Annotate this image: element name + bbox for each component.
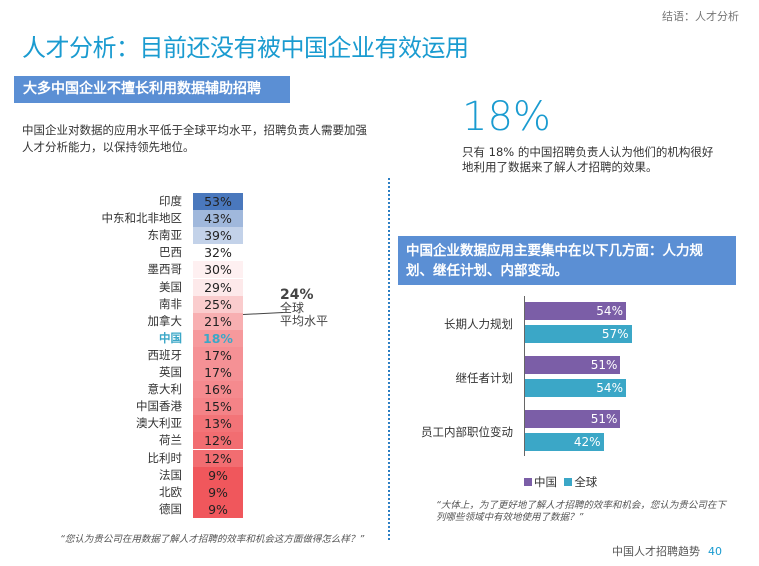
heatmap-label: 澳大利亚 xyxy=(136,416,182,431)
heatmap-cell: 17% xyxy=(193,346,243,364)
bar-china: 54% xyxy=(525,302,626,320)
heatmap-row: 西班牙 17% xyxy=(0,346,250,364)
footer: 中国人才招聘趋势 40 xyxy=(612,543,722,559)
heatmap-row: 荷兰 12% xyxy=(0,432,250,450)
page-title: 人才分析：目前还没有被中国企业有效运用 xyxy=(22,34,469,62)
heatmap-label: 中国 xyxy=(159,330,182,345)
heatmap-row: 德国 9% xyxy=(0,500,250,518)
section-heading-left: 大多中国企业不擅长利用数据辅助招聘 xyxy=(14,76,290,103)
heatmap-cell: 12% xyxy=(193,432,243,450)
big-stat: 18% xyxy=(462,94,551,140)
heatmap-label: 美国 xyxy=(159,279,182,294)
heatmap-label: 中国香港 xyxy=(136,399,182,414)
bar-category-label: 继任者计划 xyxy=(455,371,514,385)
heatmap-label: 北欧 xyxy=(159,484,182,499)
footer-text: 中国人才招聘趋势 xyxy=(612,545,700,558)
heatmap-cell: 25% xyxy=(193,295,243,313)
average-label-2: 平均水平 xyxy=(280,314,329,328)
breadcrumb: 结语：人才分析 xyxy=(662,10,739,23)
bar-category-label: 员工内部职位变动 xyxy=(421,425,513,439)
heatmap-row: 法国 9% xyxy=(0,466,250,484)
heatmap-row: 北欧 9% xyxy=(0,483,250,501)
survey-question-left: “您认为贵公司在用数据了解人才招聘的效率和机会这方面做得怎么样？” xyxy=(60,534,365,545)
heatmap-label: 巴西 xyxy=(159,245,182,260)
heatmap-row: 美国 29% xyxy=(0,278,250,296)
heatmap-cell: 30% xyxy=(193,261,243,279)
page-number: 40 xyxy=(708,545,722,558)
global-average-annotation: 24% 全球 平均水平 xyxy=(280,287,329,328)
bar-global: 54% xyxy=(525,379,626,397)
heatmap-cell: 39% xyxy=(193,227,243,245)
intro-text: 中国企业对数据的应用水平低于全球平均水平，招聘负责人需要加强人才分析能力，以保持… xyxy=(22,123,367,154)
heatmap-label: 德国 xyxy=(159,501,182,516)
heatmap-label: 印度 xyxy=(159,194,182,208)
heatmap-row: 东南亚 39% xyxy=(0,227,250,245)
divider xyxy=(388,178,390,540)
heatmap-cell: 15% xyxy=(193,398,243,416)
heatmap-cell: 18% xyxy=(193,329,243,347)
heatmap-row: 墨西哥 30% xyxy=(0,261,250,279)
bar-category-label: 长期人力规划 xyxy=(444,317,513,331)
heatmap-cell: 13% xyxy=(193,415,243,433)
heatmap-label: 比利时 xyxy=(147,450,183,465)
country-heatmap: 印度 53% 中东和北非地区 43% 东南亚 39% 巴西 32% 墨西哥 30% 美国 29% 南非 2… xyxy=(0,193,260,523)
bar-china: 51% xyxy=(525,410,621,428)
heatmap-label: 荷兰 xyxy=(159,433,182,448)
heatmap-cell: 17% xyxy=(193,364,243,382)
heatmap-row: 南非 25% xyxy=(0,295,250,313)
heatmap-label: 法国 xyxy=(159,467,182,482)
bar-global: 42% xyxy=(525,433,604,451)
survey-question-right: “大体上，为了更好地了解人才招聘的效率和机会，您认为贵公司在下列哪些领域中有效地… xyxy=(436,500,726,523)
legend-swatch-china xyxy=(524,478,532,486)
heatmap-row: 中国香港 15% xyxy=(0,398,250,416)
stat-description: 只有 18% 的中国招聘负责人认为他们的机构很好地利用了数据来了解人才招聘的效果… xyxy=(462,145,714,174)
heatmap-cell: 12% xyxy=(193,449,243,467)
heatmap-label: 东南亚 xyxy=(147,228,183,243)
heatmap-cell: 16% xyxy=(193,381,243,399)
heatmap-row: 中国 18% xyxy=(0,329,250,347)
legend: 中国 全球 xyxy=(524,474,597,490)
section-heading-right: 中国企业数据应用主要集中在以下几方面：人力规划、继任计划、内部变动。 xyxy=(398,236,736,285)
heatmap-row: 澳大利亚 13% xyxy=(0,415,250,433)
heatmap-row: 中东和北非地区 43% xyxy=(0,210,250,228)
legend-swatch-global xyxy=(564,478,573,486)
heatmap-label: 南非 xyxy=(159,296,182,311)
heatmap-label: 加拿大 xyxy=(147,313,183,328)
heatmap-row: 比利时 12% xyxy=(0,449,250,467)
average-label-1: 全球 xyxy=(280,301,305,315)
heatmap-cell: 9% xyxy=(193,466,243,484)
heatmap-cell: 43% xyxy=(193,210,243,228)
bar-china: 51% xyxy=(525,356,621,374)
heatmap-label: 西班牙 xyxy=(147,347,183,362)
heatmap-label: 意大利 xyxy=(147,382,183,397)
heatmap-cell: 21% xyxy=(193,312,243,330)
heatmap-row: 巴西 32% xyxy=(0,244,250,262)
heatmap-row: 印度 53% xyxy=(0,193,250,211)
heatmap-row: 意大利 16% xyxy=(0,381,250,399)
heatmap-cell: 53% xyxy=(193,193,243,211)
heatmap-label: 英国 xyxy=(159,365,182,379)
average-value: 24% xyxy=(280,287,314,303)
bar-axis xyxy=(524,296,525,456)
heatmap-row: 加拿大 21% xyxy=(0,312,250,330)
legend-global: 全球 xyxy=(574,475,598,489)
heatmap-cell: 9% xyxy=(193,500,243,518)
heatmap-cell: 32% xyxy=(193,244,243,262)
heatmap-cell: 9% xyxy=(193,483,243,501)
legend-china: 中国 xyxy=(534,475,557,489)
heatmap-label: 中东和北非地区 xyxy=(101,211,183,226)
heatmap-row: 英国 17% xyxy=(0,364,250,382)
heatmap-label: 墨西哥 xyxy=(147,262,183,277)
bar-global: 57% xyxy=(525,325,632,343)
heatmap-cell: 29% xyxy=(193,278,243,296)
